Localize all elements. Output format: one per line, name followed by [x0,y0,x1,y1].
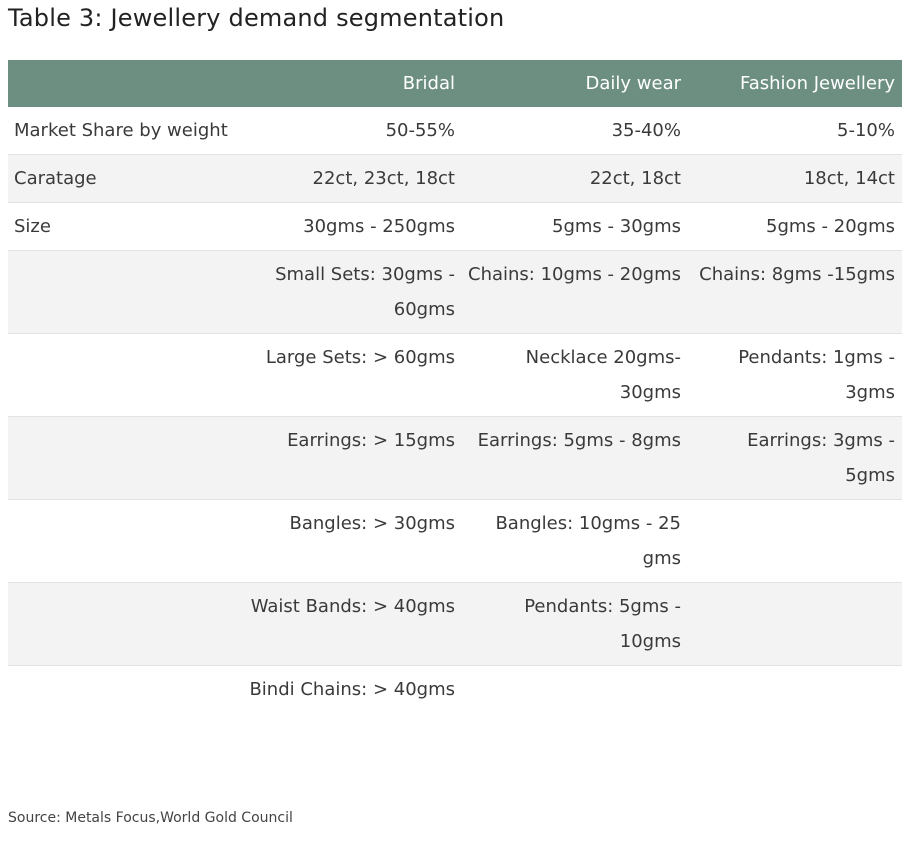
table-cell: Bindi Chains: > 40gms [249,679,455,700]
table-cell: Earrings: 5gms - 8gms [462,416,688,500]
table-cell: Bangles: 10gms - 25 gms [462,499,688,583]
table-row: Caratage 22ct, 23ct, 18ct 22ct, 18ct 18c… [8,154,902,203]
table-cell: Pendants: 1gms - 3gms [688,333,902,417]
table-cell [8,499,236,583]
column-header-bridal: Bridal [236,60,462,107]
table-cell: 18ct, 14ct [688,154,902,203]
table-cell: Caratage [8,154,236,203]
table-cell: Waist Bands: > 40gms [236,582,462,666]
table-cell: Earrings: > 15gms [236,416,462,500]
segmentation-table: Bridal Daily wear Fashion Jewellery Mark… [8,60,902,713]
table-cell: Pendants: 5gms - 10gms [462,582,688,666]
table-cell [688,582,902,666]
page-title: Table 3: Jewellery demand segmentation [8,4,505,32]
table-row: Large Sets: > 60gms Necklace 20gms-30gms… [8,333,902,417]
table-cell: 50-55% [236,107,462,155]
table-cell: 35-40% [462,107,688,155]
source-note: Source: Metals Focus,World Gold Council [8,810,293,826]
table-cell: Size [8,202,236,251]
table-cell: Necklace 20gms-30gms [462,333,688,417]
table-cell: 5gms - 20gms [688,202,902,251]
table-cell: 5gms - 30gms [462,202,688,251]
column-header-blank [8,60,236,107]
table-cell [8,582,236,666]
table-cell: 5-10% [688,107,902,155]
column-header-fashion-jewellery: Fashion Jewellery [688,60,902,107]
table-cell: Chains: 10gms - 20gms [462,250,688,334]
table-cell: Earrings: 3gms - 5gms [688,416,902,500]
table-cell: 30gms - 250gms [236,202,462,251]
table-cell: 22ct, 18ct [462,154,688,203]
table-cell: Chains: 8gms -15gms [688,250,902,334]
table-header-row: Bridal Daily wear Fashion Jewellery [8,60,902,107]
table-cell: 22ct, 23ct, 18ct [236,154,462,203]
column-header-daily-wear: Daily wear [462,60,688,107]
table-cell: Market Share by weight [8,107,236,155]
table-row: Size 30gms - 250gms 5gms - 30gms 5gms - … [8,202,902,251]
table-cell: Small Sets: 30gms - 60gms [236,250,462,334]
table-cell [8,250,236,334]
table-row: Market Share by weight 50-55% 35-40% 5-1… [8,107,902,155]
table-cell: Bangles: > 30gms [236,499,462,583]
table-cell [8,666,236,714]
table-cell: Large Sets: > 60gms [236,333,462,417]
table-cell [8,333,236,417]
table-row: Bindi Chains: > 40gms [8,666,902,714]
table-row: Small Sets: 30gms - 60gms Chains: 10gms … [8,250,902,334]
table-row: Bangles: > 30gms Bangles: 10gms - 25 gms [8,499,902,583]
table-cell [462,666,688,714]
table-cell [688,666,902,714]
table-cell [8,416,236,500]
table-row: Earrings: > 15gms Earrings: 5gms - 8gms … [8,416,902,500]
table-cell [688,499,902,583]
table-row: Waist Bands: > 40gms Pendants: 5gms - 10… [8,582,902,666]
